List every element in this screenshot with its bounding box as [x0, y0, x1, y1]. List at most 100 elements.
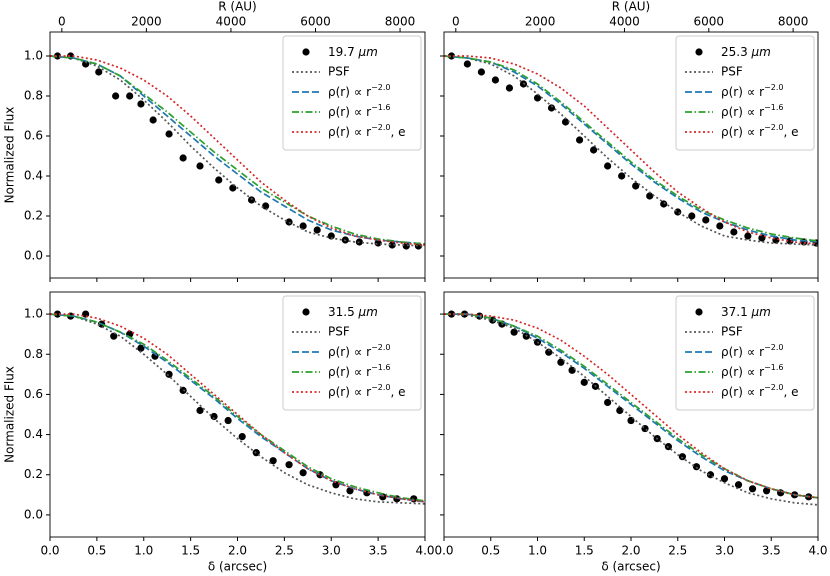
x2-tick-label: 6000 [300, 15, 331, 29]
data-point [285, 461, 293, 469]
legend-text: ρ(r) ∝ r [328, 85, 371, 99]
data-point [112, 92, 120, 100]
data-point [646, 192, 654, 200]
data-point [491, 76, 500, 84]
x-tick-label: 0.5 [481, 544, 500, 558]
data-point [82, 60, 90, 68]
x-tick-label: 0.0 [434, 544, 453, 558]
legend-box [675, 295, 815, 411]
x2-tick-label: 0 [452, 15, 460, 29]
legend-unit: μm [751, 305, 771, 319]
model-line [50, 313, 425, 503]
y-tick-label: 0.2 [24, 467, 43, 481]
legend-unit: μm [358, 305, 378, 319]
legend-text: 37.1 [721, 305, 752, 319]
x-tick-label: 3.5 [762, 544, 781, 558]
legend-sup: −2.0 [371, 123, 390, 132]
data-point [332, 481, 340, 489]
model-line [50, 55, 425, 247]
data-point [346, 487, 354, 495]
y-tick-label: 0.4 [24, 169, 43, 183]
legend-label: ρ(r) ∝ r−2.0, e [721, 123, 799, 139]
x2-axis-label: R (AU) [612, 0, 651, 14]
data-point [604, 398, 612, 407]
legend-label: ρ(r) ∝ r−2.0, e [721, 383, 799, 399]
data-point [590, 146, 598, 154]
x-tick-label: 0.5 [87, 544, 106, 558]
data-point [716, 222, 724, 230]
y-tick-label: 0.0 [24, 507, 43, 521]
model-line [444, 313, 818, 499]
model-line [50, 313, 425, 505]
model-line [50, 313, 425, 502]
data-point [53, 52, 62, 60]
legend-sup: −2.0 [764, 383, 783, 392]
y-tick-label: 1.0 [24, 49, 43, 63]
data-point [224, 416, 232, 425]
legend-label: ρ(r) ∝ r−2.0, e [328, 123, 406, 139]
x-tick-label: 1.0 [134, 544, 153, 558]
x-tick-label: 0.0 [40, 544, 59, 558]
data-point [533, 94, 542, 102]
model-line [444, 55, 818, 243]
data-point [692, 463, 701, 471]
legend-text: ρ(r) ∝ r [721, 85, 764, 99]
data-point [165, 370, 173, 378]
data-point [247, 196, 256, 204]
x-tick-label: 1.0 [528, 544, 547, 558]
legend-label: ρ(r) ∝ r−2.0, e [328, 383, 406, 399]
legend-box [282, 35, 422, 151]
data-point [547, 104, 556, 112]
data-point [702, 216, 710, 224]
y-axis-label: Normalized Flux [3, 107, 17, 204]
model-line [444, 55, 818, 242]
data-point [477, 68, 485, 76]
legend-text: ρ(r) ∝ r [328, 105, 371, 119]
data-point [744, 232, 752, 240]
data-point [762, 487, 771, 495]
legend-text: ρ(r) ∝ r [721, 385, 764, 399]
data-point [463, 60, 471, 68]
legend-after: , e [391, 125, 406, 139]
data-point [388, 241, 396, 249]
data-point [730, 228, 738, 236]
legend-text: ρ(r) ∝ r [721, 105, 764, 119]
data-point [447, 310, 456, 318]
legend-label: ρ(r) ∝ r−1.6 [721, 363, 784, 379]
legend-marker [695, 48, 703, 56]
legend-text: ρ(r) ∝ r [328, 365, 371, 379]
legend-text: ρ(r) ∝ r [328, 385, 371, 399]
x-tick-label: 3.0 [715, 544, 734, 558]
x-tick-label: 4.0 [808, 544, 827, 558]
data-point [299, 222, 307, 230]
legend-unit: μm [358, 45, 378, 59]
data-point [604, 162, 612, 170]
axes-frame [49, 291, 426, 538]
y-tick-label: 0.0 [24, 249, 43, 263]
data-point [95, 68, 103, 76]
data-point [82, 310, 90, 318]
legend-after: , e [391, 385, 406, 399]
x2-tick-label: 4000 [609, 15, 640, 29]
legend-box [675, 35, 815, 151]
legend-label: PSF [328, 325, 350, 339]
x2-tick-label: 2000 [131, 15, 162, 29]
data-point [285, 218, 293, 226]
data-point [137, 344, 145, 352]
legend-label: ρ(r) ∝ r−2.0 [328, 343, 391, 359]
x-axis-label: δ (arcsec) [601, 560, 660, 574]
x-tick-label: 2.5 [668, 544, 687, 558]
data-point [196, 162, 204, 170]
axes-frame [443, 291, 819, 538]
legend-sup: −1.6 [764, 103, 783, 112]
legend-marker [695, 308, 703, 316]
legend-unit: μm [751, 45, 771, 59]
legend-text: ρ(r) ∝ r [328, 345, 371, 359]
legend-sup: −2.0 [764, 343, 783, 352]
data-point [557, 358, 565, 366]
legend-label: ρ(r) ∝ r−2.0 [721, 83, 784, 99]
legend-label: 31.5 μm [328, 305, 378, 319]
data-point [510, 328, 518, 336]
data-point [269, 457, 277, 465]
